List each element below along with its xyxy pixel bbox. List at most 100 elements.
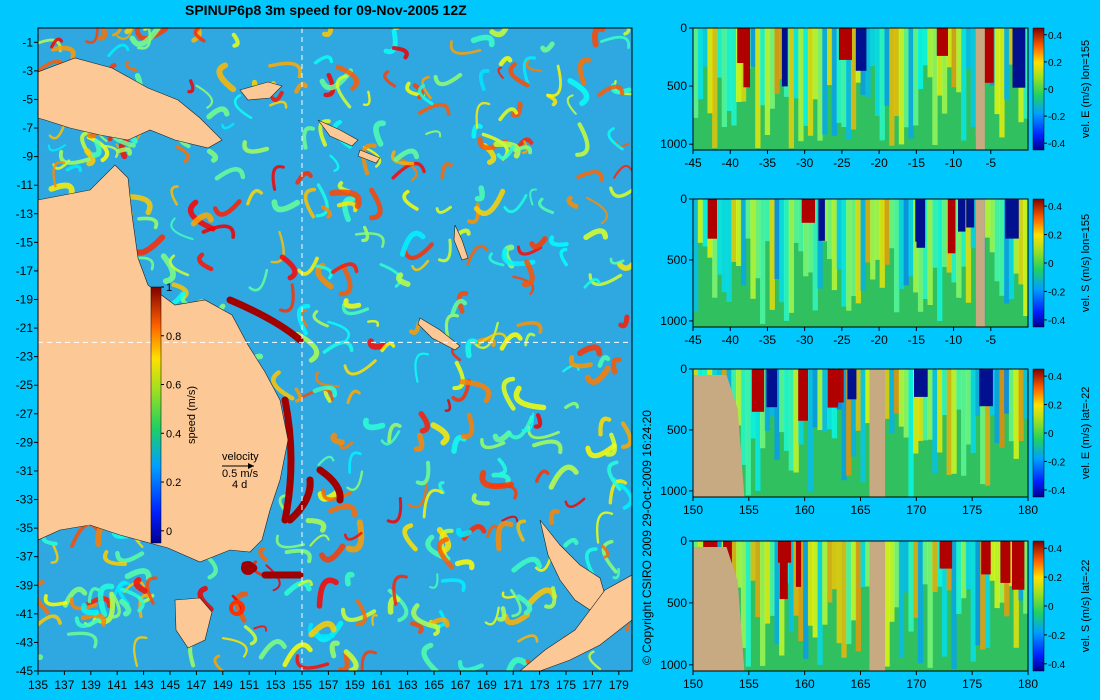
eddy	[465, 338, 478, 359]
map-x-tick-label: 145	[160, 678, 180, 692]
section-streak	[783, 199, 790, 321]
section-streak	[889, 199, 895, 249]
section-streak	[1008, 541, 1015, 587]
section-streak	[769, 28, 775, 109]
section-colorbar	[1032, 27, 1045, 151]
section-streak	[894, 541, 900, 608]
section-streak	[970, 369, 976, 453]
eddy	[607, 460, 622, 491]
map-y-tick-label: -29	[16, 435, 34, 449]
section-x-tick-label: 175	[962, 677, 982, 691]
section-streak	[822, 28, 828, 135]
velocity-legend: velocity 0.5 m/s 4 d	[222, 451, 259, 491]
eddy	[124, 568, 152, 582]
section-streak	[807, 28, 814, 136]
panel-lat22-south: 150 155 160 165 170 175 180 0 500 1000 0.4 0.2 0 -0.2…	[660, 534, 1092, 691]
eddy	[386, 497, 403, 524]
section-streak	[898, 28, 905, 145]
copyright-notice: © Copyright CSIRO 2009 29-Oct-2009 16:24…	[640, 410, 654, 665]
eddy	[521, 412, 535, 433]
eddy	[308, 620, 337, 638]
section-streak	[903, 369, 909, 438]
eddy	[330, 262, 359, 275]
section-streak	[764, 541, 771, 624]
section-core	[855, 28, 867, 71]
eddy	[233, 94, 253, 120]
eddy	[456, 228, 471, 236]
land-new-zealand-south	[519, 574, 632, 671]
section-streak	[721, 199, 727, 293]
section-streak	[731, 199, 737, 262]
section-core	[751, 369, 765, 412]
eddy	[489, 483, 518, 500]
section-core	[936, 28, 948, 56]
map-x-tick-label: 137	[54, 678, 74, 692]
map-y-tick-label: -5	[22, 92, 33, 106]
section-streak	[970, 541, 976, 662]
eddy	[282, 642, 313, 668]
section-streak	[894, 199, 900, 313]
eddy	[279, 254, 298, 281]
section-streak	[922, 199, 928, 299]
eddy	[540, 41, 555, 53]
section-core	[914, 369, 928, 397]
eddy	[284, 548, 312, 564]
eddy	[171, 282, 189, 300]
eddy	[335, 64, 360, 91]
eddy	[362, 417, 386, 431]
eddy	[297, 256, 319, 276]
section-streak	[764, 199, 771, 242]
section-streak	[965, 369, 972, 445]
eddy	[516, 594, 533, 616]
eddy	[498, 56, 513, 67]
section-streak	[1023, 28, 1029, 119]
eddy	[265, 564, 281, 592]
eddy	[367, 320, 380, 327]
eddy	[137, 216, 159, 230]
section-streak	[879, 28, 885, 141]
section-streak	[917, 199, 924, 312]
eddy	[409, 320, 422, 335]
section-x-tick-label: -10	[945, 156, 963, 170]
current-jet	[316, 466, 344, 504]
eddy	[495, 520, 514, 552]
eddy	[295, 170, 313, 185]
section-streak	[779, 28, 785, 80]
eddy	[338, 441, 354, 450]
section-colorbar-tick-label: 0	[1048, 602, 1054, 613]
section-streak	[913, 369, 919, 454]
eddy	[484, 606, 500, 626]
section-streak	[803, 28, 809, 126]
section-streak	[774, 541, 780, 645]
eddy	[369, 187, 383, 221]
eddy	[258, 546, 268, 562]
eddy	[440, 162, 453, 180]
section-streak	[812, 199, 818, 311]
eddy	[380, 430, 401, 446]
land-new-guinea	[38, 57, 223, 149]
section-streak	[908, 369, 914, 497]
map-x-tick-label: 165	[424, 678, 444, 692]
eddy	[361, 143, 377, 176]
eddy	[197, 585, 214, 612]
section-streak	[879, 199, 885, 288]
eddy	[513, 145, 533, 155]
section-streak	[855, 199, 861, 304]
section-streak	[745, 541, 751, 667]
section-streak	[736, 28, 742, 102]
map-x-ticks: 135 137 139 141 143 145 147 149 151 153 155 157 159 1…	[28, 671, 629, 692]
map-y-tick-label: -19	[16, 292, 34, 306]
section-streak	[941, 28, 948, 114]
eddy	[535, 469, 550, 483]
eddy	[258, 639, 287, 660]
section-streak	[807, 369, 814, 493]
eddy	[510, 101, 523, 118]
section-streak	[1023, 369, 1029, 419]
section-colorbar-tick-label: 0.4	[1048, 544, 1062, 555]
section-x-tick-label: 180	[1018, 677, 1038, 691]
section-core	[947, 199, 956, 254]
section-core	[1012, 28, 1026, 88]
section-streak	[908, 541, 914, 632]
section-streak	[760, 28, 766, 106]
section-streak	[788, 369, 794, 471]
